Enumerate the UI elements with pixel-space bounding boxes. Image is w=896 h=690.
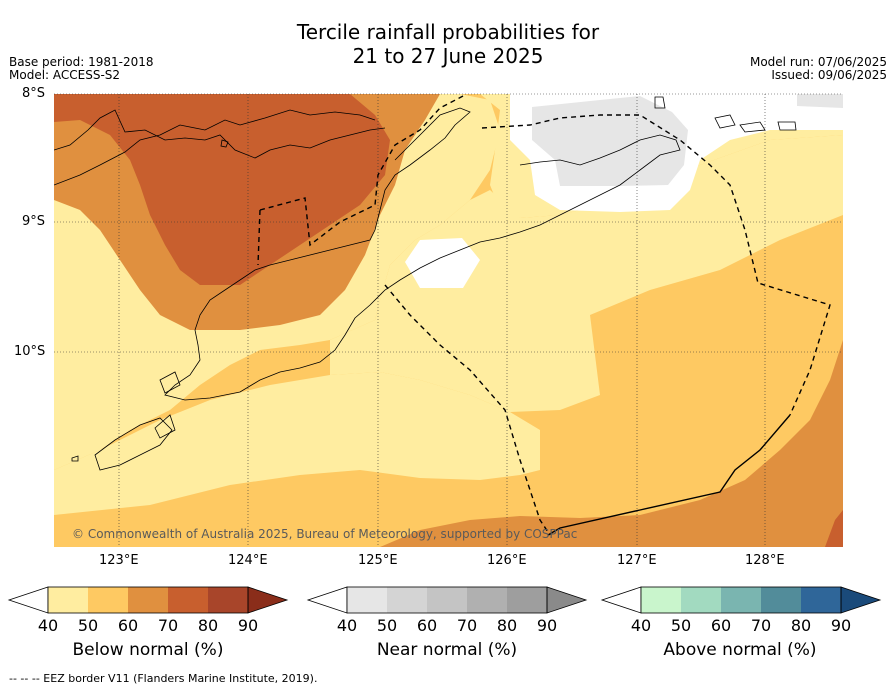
colorbar-below-tick: 80	[198, 616, 218, 635]
colorbar-near-tick: 70	[457, 616, 477, 635]
colorbars: 40 50 60 70 80 90 40 50 60 70 80 90 40 50 60 70 80 90	[7, 586, 882, 635]
colorbar-below-tick: 40	[38, 616, 58, 635]
colorbar-below-tick: 50	[78, 616, 98, 635]
colorbar-above-high-arrow	[840, 586, 882, 614]
colorbar-below-segment	[88, 587, 128, 613]
colorbar-above-segment	[641, 587, 681, 613]
colorbar-near-tick: 60	[417, 616, 437, 635]
lon-label-124e: 124°E	[228, 553, 268, 568]
eez-border	[257, 94, 831, 536]
colorbar-above-tick: 50	[671, 616, 691, 635]
colorbar-below-segment	[128, 587, 168, 613]
title-line-2: 21 to 27 June 2025	[352, 44, 544, 68]
colorbar-above-tick: 70	[751, 616, 771, 635]
colorbar-near-outline	[346, 586, 548, 614]
colorbar-above-outline	[640, 586, 842, 614]
legend-title-above: Above normal (%)	[663, 640, 817, 660]
map-title: Tercile rainfall probabilities for 21 to…	[0, 20, 896, 68]
lat-label-8s: 8°S	[22, 86, 46, 101]
field-70-80-se	[825, 510, 843, 547]
colorbar-below-tick: 70	[158, 616, 178, 635]
model-run: Model run: 07/06/2025	[749, 55, 887, 69]
white-patch-centre	[405, 238, 480, 288]
lon-label-126e: 126°E	[487, 553, 527, 568]
probability-field	[54, 94, 843, 547]
colorbar-near-high-arrow	[546, 586, 588, 614]
lat-label-10s: 10°S	[14, 344, 46, 359]
graticule	[54, 93, 843, 547]
colorbar-below-low-arrow	[7, 586, 49, 614]
near-normal-patch-ne	[797, 94, 843, 108]
colorbar-below-tick: 90	[238, 616, 258, 635]
lon-label-128e: 128°E	[745, 553, 785, 568]
coastline	[54, 96, 797, 471]
field-40-50-middle	[330, 135, 843, 412]
model-name: Model: ACCESS-S2	[9, 68, 121, 82]
lon-label-125e: 125°E	[358, 553, 398, 568]
colorbar-below-segment	[48, 587, 88, 613]
colorbar-below-outline	[47, 586, 249, 614]
colorbar-near-segment	[507, 587, 547, 613]
colorbar-near-tick: 50	[377, 616, 397, 635]
base-period: Base period: 1981-2018	[9, 55, 154, 69]
eez-border-solid	[547, 414, 791, 536]
colorbar-above-segment	[801, 587, 841, 613]
colorbar-above-tick: 80	[791, 616, 811, 635]
colorbar-near-tick: 90	[537, 616, 557, 635]
colorbar-near-segment	[467, 587, 507, 613]
copyright-notice: © Commonwealth of Australia 2025, Bureau…	[72, 527, 577, 541]
meta-left: Base period: 1981-2018 Model: ACCESS-S2	[9, 56, 154, 82]
colorbar-above-segment	[681, 587, 721, 613]
title-line-1: Tercile rainfall probabilities for	[296, 20, 600, 44]
legend-title-near: Near normal (%)	[376, 640, 518, 660]
colorbar-above-low-arrow	[600, 586, 642, 614]
colorbar-above-tick: 40	[631, 616, 651, 635]
colorbar-above-tick: 60	[711, 616, 731, 635]
colorbar-near-low-arrow	[306, 586, 348, 614]
lon-label-127e: 127°E	[617, 553, 657, 568]
colorbar-above-segment	[761, 587, 801, 613]
colorbar-below-segment	[168, 587, 208, 613]
colorbar-above-segment	[721, 587, 761, 613]
colorbar-below-high-arrow	[247, 586, 289, 614]
lat-label-9s: 9°S	[22, 214, 46, 229]
colorbar-below-segment	[208, 587, 248, 613]
lon-label-123e: 123°E	[99, 553, 139, 568]
colorbar-near-segment	[387, 587, 427, 613]
colorbar-near-tick: 40	[337, 616, 357, 635]
colorbar-above-tick: 90	[831, 616, 851, 635]
legend-title-below: Below normal (%)	[72, 640, 224, 660]
meta-right: Model run: 07/06/2025 Issued: 09/06/2025	[750, 56, 887, 82]
field-60-70-se	[380, 340, 843, 547]
eez-footnote: -- -- -- EEZ border V11 (Flanders Marine…	[9, 672, 318, 685]
colorbar-below-tick: 60	[118, 616, 138, 635]
colorbar-near-segment	[347, 587, 387, 613]
colorbar-near-segment	[427, 587, 467, 613]
issued-date: Issued: 09/06/2025	[771, 68, 887, 82]
colorbar-near-tick: 80	[497, 616, 517, 635]
field-40-50-bottom	[54, 372, 540, 515]
